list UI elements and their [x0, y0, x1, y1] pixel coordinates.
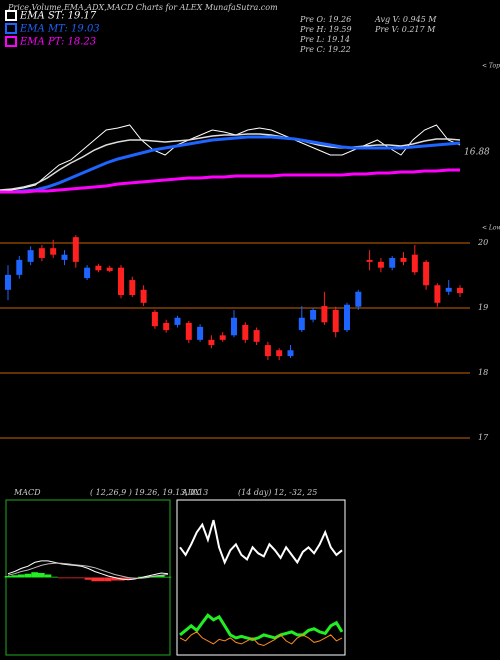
- candle-body: [163, 322, 170, 331]
- candle-body: [151, 311, 158, 327]
- line: [179, 631, 343, 647]
- line: [179, 613, 344, 641]
- histogram-bar: [111, 577, 118, 581]
- candle-body: [411, 254, 418, 273]
- candle-body: [174, 317, 181, 325]
- candle-body: [231, 317, 237, 336]
- histogram-bar: [151, 575, 158, 578]
- candle-body: [287, 350, 294, 357]
- candle-body: [298, 317, 305, 331]
- candle-body: [310, 309, 317, 320]
- histogram-bar: [31, 572, 38, 578]
- candle-body: [434, 285, 441, 303]
- line: [179, 519, 343, 566]
- candle-body: [61, 254, 68, 260]
- histogram-bar: [4, 575, 12, 578]
- candle-body: [129, 280, 136, 295]
- histogram-bar: [71, 577, 78, 579]
- candle-body: [50, 248, 57, 255]
- histogram-bar: [144, 575, 152, 578]
- histogram-bar: [91, 577, 98, 582]
- histogram-bar: [64, 577, 72, 579]
- candle-body: [208, 339, 215, 346]
- info: Pre O: 19.26: [299, 15, 351, 24]
- y-tick-label: 19: [478, 303, 488, 312]
- line: [7, 562, 169, 579]
- histogram-bar: [158, 575, 165, 578]
- candle-body: [16, 259, 23, 275]
- candle-body: [264, 345, 271, 357]
- candle-body: [106, 267, 113, 271]
- candle-body: [84, 267, 91, 279]
- line: [0, 133, 461, 191]
- histogram-bar: [98, 577, 105, 582]
- candle-body: [219, 335, 226, 340]
- line: [0, 168, 460, 194]
- candle-body: [72, 237, 79, 262]
- info: Pre V: 0.217 M: [374, 25, 436, 34]
- tops-label: < Tops: [482, 63, 500, 70]
- candle-body: [276, 350, 283, 357]
- legend-swatch: [5, 10, 17, 21]
- candle-body: [38, 248, 45, 258]
- candle-body: [389, 257, 396, 268]
- info: Pre C: 19.22: [299, 45, 351, 54]
- candle-body: [140, 289, 147, 303]
- candle-body: [377, 261, 384, 268]
- candle-body: [366, 259, 373, 262]
- panel-title: MACD: [13, 488, 41, 497]
- legend-swatch: [5, 36, 17, 47]
- legend-entry: EMA PT: 18.23: [19, 37, 96, 48]
- histogram-bar: [11, 575, 18, 578]
- candle-body: [321, 306, 328, 323]
- histogram-bar: [38, 572, 45, 578]
- candle-body: [344, 304, 350, 331]
- page-title: Price,Volume,EMA,ADX,MACD Charts for ALE…: [7, 3, 278, 12]
- candle-body: [27, 250, 34, 262]
- lows-label: < Lows: [482, 225, 500, 232]
- histogram-bar: [84, 577, 92, 580]
- adx-frame: [176, 499, 346, 656]
- histogram-bar: [58, 577, 65, 579]
- candle-body: [332, 309, 339, 333]
- info: Avg V: 0.945 M: [374, 15, 437, 24]
- candle-body: [445, 287, 452, 292]
- panel-params: (14 day) 12, -32, 25: [238, 488, 317, 497]
- histogram-bar: [104, 577, 112, 582]
- y-tick-label: 17: [478, 433, 489, 442]
- candle-body: [197, 326, 204, 340]
- candle-body: [95, 265, 102, 271]
- histogram-bar: [164, 576, 172, 578]
- histogram-bar: [18, 574, 25, 578]
- histogram-bar: [124, 577, 132, 580]
- info: Pre L: 19.14: [299, 35, 350, 44]
- candle-body: [457, 287, 463, 294]
- panel-params: ( 12,26,9 ) 19.26, 19.13, 0.13: [90, 488, 208, 497]
- y-tick-label: 18: [478, 368, 488, 377]
- histogram-bar: [78, 577, 85, 579]
- candle-body: [400, 257, 407, 262]
- legend-entry: EMA ST: 19.17: [19, 11, 97, 22]
- legend-swatch: [5, 23, 17, 34]
- annotation: 16.88: [464, 148, 490, 158]
- candle-body: [253, 330, 260, 342]
- line: [0, 135, 461, 194]
- candle-body: [355, 291, 362, 307]
- histogram-bar: [24, 573, 32, 578]
- histogram-bar: [44, 574, 52, 578]
- candle-body: [185, 322, 192, 340]
- histogram-bar: [51, 576, 58, 578]
- panel-title: ADX: [181, 488, 200, 497]
- candle-body: [118, 267, 124, 295]
- candle-body: [242, 324, 249, 340]
- line: [7, 560, 169, 581]
- candle-body: [423, 261, 430, 286]
- candle-body: [5, 274, 11, 290]
- legend-entry: EMA MT: 19.03: [19, 24, 100, 35]
- line: [0, 124, 461, 191]
- info: Pre H: 19.59: [299, 25, 352, 34]
- y-tick-label: 20: [477, 238, 488, 247]
